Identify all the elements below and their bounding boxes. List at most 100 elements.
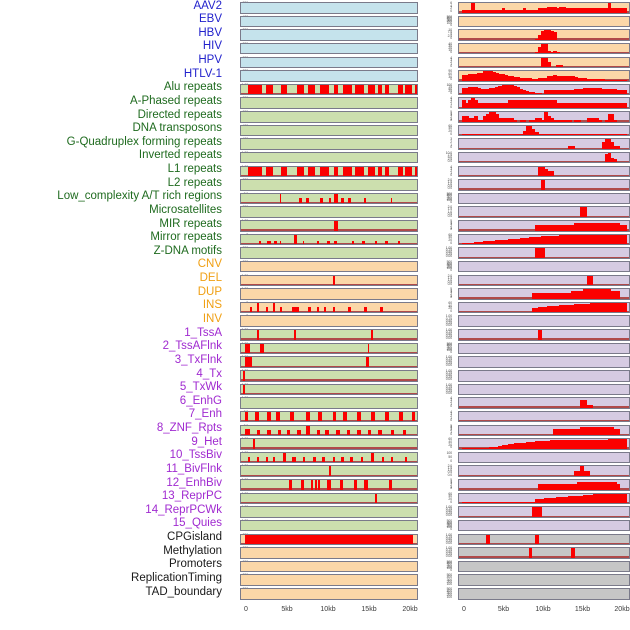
density-bar	[534, 52, 539, 54]
y-tick-label: 3	[450, 426, 452, 431]
track-baseline	[459, 474, 629, 476]
density-bar	[559, 6, 563, 13]
density-bar	[462, 447, 466, 449]
density-bar	[516, 134, 521, 136]
y-tick-label: 100	[446, 21, 452, 26]
density-bar	[510, 134, 515, 136]
density-bar	[559, 134, 563, 136]
density-bar	[534, 441, 539, 449]
track-panel	[240, 179, 418, 191]
y-tick-label: 60	[448, 71, 452, 76]
y-tick-label: 7.5	[447, 152, 453, 157]
density-bar	[619, 224, 624, 231]
density-bar	[547, 76, 551, 81]
data-bar	[307, 84, 315, 95]
density-bar	[595, 79, 600, 81]
density-bar	[468, 87, 472, 95]
density-bar	[598, 88, 603, 95]
density-bar	[465, 501, 469, 504]
track-panel	[458, 383, 630, 396]
density-bar	[528, 78, 533, 81]
y-tick-label: 5	[450, 32, 452, 37]
y-tick-label: 1	[450, 61, 452, 66]
data-bar	[343, 84, 352, 95]
density-bar	[559, 235, 563, 245]
track-baseline	[241, 283, 417, 286]
density-bar	[477, 88, 481, 95]
data-bar	[367, 343, 370, 354]
density-bar	[486, 113, 490, 122]
data-bar	[256, 302, 260, 313]
density-bar	[601, 481, 606, 490]
data-bar	[302, 240, 305, 245]
data-bar	[265, 457, 269, 463]
data-bar	[334, 221, 338, 231]
density-bar	[562, 496, 566, 504]
density-bar	[492, 102, 497, 108]
data-bar	[371, 330, 373, 340]
density-bar	[531, 9, 536, 13]
density-bar	[537, 133, 542, 136]
data-bar	[365, 357, 370, 367]
y-tick-label: 60	[448, 437, 452, 442]
density-bar	[550, 134, 554, 136]
y-tick-label: 2.5	[447, 34, 453, 39]
density-bar	[556, 429, 560, 436]
density-bar	[610, 134, 615, 136]
density-bar	[504, 311, 509, 313]
track-label-g-quadruplex-forming-repeats: G-Quadruplex forming repeats	[66, 135, 222, 148]
y-tick-label: 100	[446, 82, 452, 87]
data-bar	[297, 84, 305, 95]
data-bar	[242, 370, 245, 381]
density-bar	[544, 306, 548, 313]
density-bar	[513, 501, 518, 504]
track-panel	[240, 233, 418, 246]
density-bar	[498, 134, 503, 136]
density-bar	[595, 8, 600, 13]
density-bar	[577, 102, 582, 108]
density-bar	[598, 427, 603, 436]
density-bar	[562, 305, 566, 313]
y-tick-label: 0.0	[447, 213, 453, 218]
density-bar	[537, 236, 542, 245]
y-tick-label: 0.75	[445, 534, 452, 539]
density-bar	[486, 501, 490, 504]
data-bar	[316, 430, 321, 436]
y-tick-label: 2	[450, 140, 452, 144]
density-bar	[574, 495, 578, 504]
density-bar	[598, 79, 603, 81]
density-bar	[462, 501, 466, 504]
density-bar	[544, 100, 548, 108]
density-bar	[613, 234, 618, 245]
density-bar	[619, 439, 624, 449]
density-bar	[516, 443, 521, 449]
y-tick-label: 2	[450, 59, 452, 64]
track-baseline	[241, 447, 417, 449]
density-bar	[471, 87, 475, 95]
density-bar	[577, 439, 582, 449]
data-bar	[364, 480, 368, 490]
density-bar	[550, 305, 554, 313]
density-bar	[553, 6, 557, 13]
track-panel	[458, 151, 630, 164]
data-bar	[292, 307, 296, 313]
density-bar	[531, 119, 536, 122]
density-bar	[474, 242, 478, 245]
density-bar	[604, 289, 609, 299]
density-bar	[483, 447, 487, 449]
density-bar	[598, 494, 603, 504]
density-bar	[507, 311, 512, 313]
track-label-del: DEL	[199, 272, 222, 285]
density-bar	[580, 234, 585, 245]
density-bar	[610, 481, 615, 490]
data-bar	[313, 457, 316, 463]
y-tick-label: 300	[446, 522, 452, 527]
data-bar	[374, 493, 377, 504]
density-bar	[477, 134, 481, 136]
density-bar	[574, 222, 578, 231]
density-bar	[553, 224, 557, 231]
density-bar	[474, 9, 478, 13]
density-bar	[592, 289, 597, 299]
density-bar	[607, 234, 612, 245]
y-tick-label: 0	[450, 22, 452, 27]
